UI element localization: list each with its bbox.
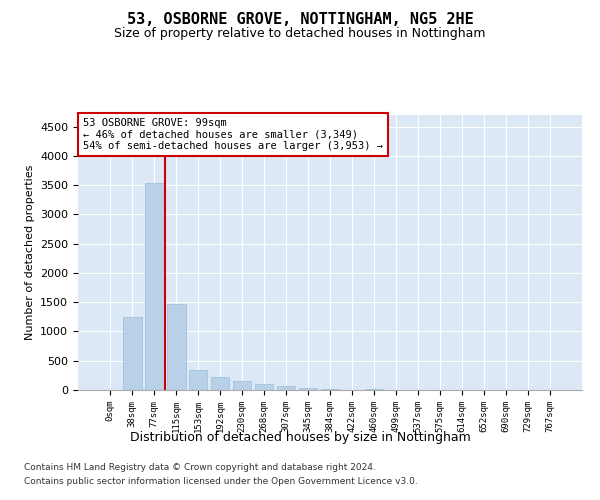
Bar: [145, 184, 164, 390]
Bar: [167, 304, 185, 390]
Bar: [255, 384, 274, 390]
Text: Contains public sector information licensed under the Open Government Licence v3: Contains public sector information licen…: [24, 477, 418, 486]
Bar: [277, 386, 295, 390]
Text: 53, OSBORNE GROVE, NOTTINGHAM, NG5 2HE: 53, OSBORNE GROVE, NOTTINGHAM, NG5 2HE: [127, 12, 473, 28]
Text: Distribution of detached houses by size in Nottingham: Distribution of detached houses by size …: [130, 431, 470, 444]
Bar: [211, 377, 229, 390]
Text: Size of property relative to detached houses in Nottingham: Size of property relative to detached ho…: [114, 28, 486, 40]
Text: Contains HM Land Registry data © Crown copyright and database right 2024.: Contains HM Land Registry data © Crown c…: [24, 464, 376, 472]
Text: 53 OSBORNE GROVE: 99sqm
← 46% of detached houses are smaller (3,349)
54% of semi: 53 OSBORNE GROVE: 99sqm ← 46% of detache…: [83, 118, 383, 151]
Y-axis label: Number of detached properties: Number of detached properties: [25, 165, 35, 340]
Bar: [123, 317, 142, 390]
Bar: [320, 389, 340, 390]
Bar: [299, 388, 317, 390]
Bar: [233, 381, 251, 390]
Bar: [189, 370, 208, 390]
